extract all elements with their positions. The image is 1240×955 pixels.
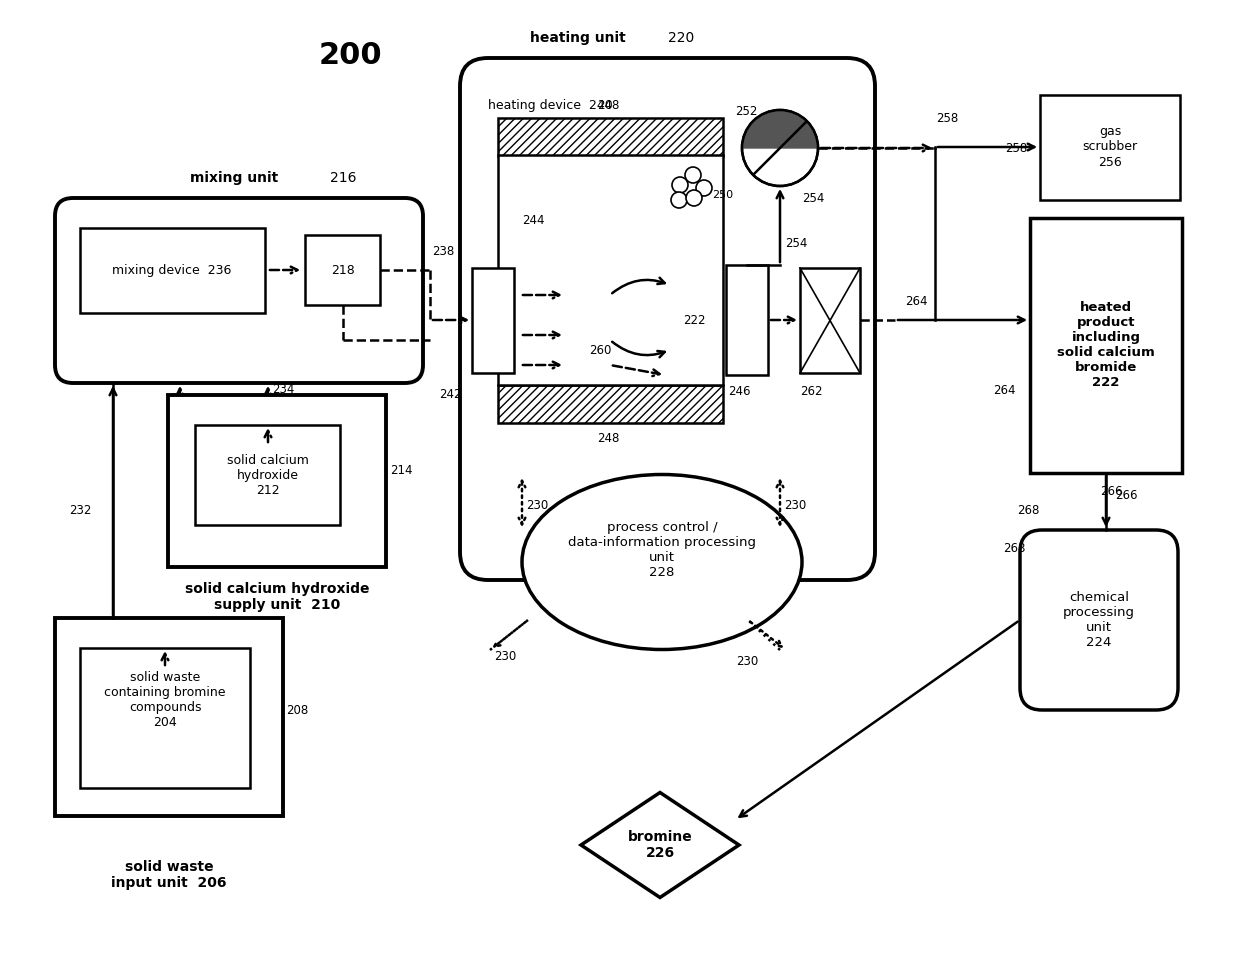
Text: heated
product
including
solid calcium
bromide
222: heated product including solid calcium b… bbox=[1058, 301, 1154, 389]
Text: gas
scrubber
256: gas scrubber 256 bbox=[1083, 125, 1137, 168]
Text: solid waste
containing bromine
compounds
204: solid waste containing bromine compounds… bbox=[104, 671, 226, 729]
Text: 218: 218 bbox=[331, 264, 355, 277]
Polygon shape bbox=[742, 110, 818, 148]
Text: 230: 230 bbox=[526, 499, 548, 512]
FancyBboxPatch shape bbox=[55, 198, 423, 383]
Text: 232: 232 bbox=[69, 503, 92, 517]
Text: 244: 244 bbox=[522, 214, 544, 226]
Bar bbox=[195, 425, 340, 525]
Text: process control /
data-information processing
unit
228: process control / data-information proce… bbox=[568, 521, 756, 579]
Circle shape bbox=[742, 110, 818, 186]
Text: 216: 216 bbox=[330, 171, 357, 185]
Bar bbox=[1040, 95, 1180, 200]
Circle shape bbox=[696, 180, 712, 196]
Text: 262: 262 bbox=[800, 385, 822, 398]
Text: 230: 230 bbox=[735, 655, 758, 668]
Bar bbox=[472, 268, 515, 373]
Text: 266: 266 bbox=[1115, 489, 1137, 501]
Bar bbox=[498, 118, 723, 156]
Bar bbox=[81, 648, 250, 788]
Text: 266: 266 bbox=[1100, 485, 1122, 498]
Bar bbox=[498, 385, 723, 423]
Text: 264: 264 bbox=[905, 295, 928, 308]
Text: 220: 220 bbox=[668, 31, 694, 45]
Text: solid calcium
hydroxide
212: solid calcium hydroxide 212 bbox=[227, 454, 309, 497]
Text: 230: 230 bbox=[784, 499, 806, 512]
Text: 242: 242 bbox=[439, 388, 463, 401]
Text: 268: 268 bbox=[1018, 503, 1040, 517]
Text: 264: 264 bbox=[993, 384, 1016, 396]
Text: 248: 248 bbox=[596, 99, 619, 112]
Text: chemical
processing
unit
224: chemical processing unit 224 bbox=[1063, 591, 1135, 649]
Text: 234: 234 bbox=[272, 383, 294, 395]
Text: bromine
226: bromine 226 bbox=[627, 830, 692, 860]
Bar bbox=[800, 268, 861, 373]
Text: 258: 258 bbox=[936, 112, 959, 125]
Text: 222: 222 bbox=[683, 313, 706, 327]
Text: 200: 200 bbox=[319, 40, 382, 70]
Bar bbox=[1030, 218, 1182, 473]
Text: 254: 254 bbox=[802, 192, 825, 205]
Text: 248: 248 bbox=[596, 432, 619, 445]
Text: heating unit: heating unit bbox=[529, 31, 626, 45]
FancyBboxPatch shape bbox=[460, 58, 875, 580]
Text: 246: 246 bbox=[728, 385, 750, 398]
Bar bbox=[81, 228, 265, 313]
Text: 230: 230 bbox=[494, 650, 516, 663]
FancyBboxPatch shape bbox=[1021, 530, 1178, 710]
Text: solid calcium hydroxide
supply unit  210: solid calcium hydroxide supply unit 210 bbox=[185, 582, 370, 612]
Text: heating device  240: heating device 240 bbox=[489, 98, 613, 112]
Text: 268: 268 bbox=[1003, 541, 1025, 555]
Bar bbox=[305, 235, 379, 305]
Bar bbox=[725, 265, 768, 375]
Text: 250: 250 bbox=[712, 190, 733, 200]
Bar bbox=[167, 395, 386, 567]
Text: 258: 258 bbox=[1004, 141, 1027, 155]
Text: 238: 238 bbox=[432, 245, 454, 258]
Text: 260: 260 bbox=[589, 344, 611, 356]
Text: solid waste
input unit  206: solid waste input unit 206 bbox=[112, 860, 227, 890]
Polygon shape bbox=[582, 793, 739, 898]
Text: 208: 208 bbox=[286, 704, 309, 716]
Text: 254: 254 bbox=[785, 237, 807, 250]
Circle shape bbox=[671, 192, 687, 208]
Text: mixing unit: mixing unit bbox=[190, 171, 278, 185]
Text: 252: 252 bbox=[734, 105, 756, 118]
Text: 214: 214 bbox=[391, 463, 413, 477]
Ellipse shape bbox=[522, 475, 802, 649]
Circle shape bbox=[686, 190, 702, 206]
Circle shape bbox=[672, 177, 688, 193]
Bar bbox=[55, 618, 283, 816]
Bar bbox=[498, 155, 723, 385]
Text: mixing device  236: mixing device 236 bbox=[113, 264, 232, 277]
Circle shape bbox=[684, 167, 701, 183]
